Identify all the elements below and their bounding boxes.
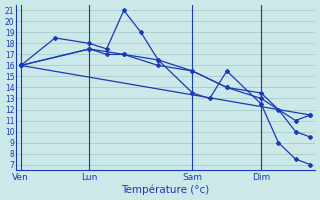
- X-axis label: Température (°c): Température (°c): [121, 185, 210, 195]
